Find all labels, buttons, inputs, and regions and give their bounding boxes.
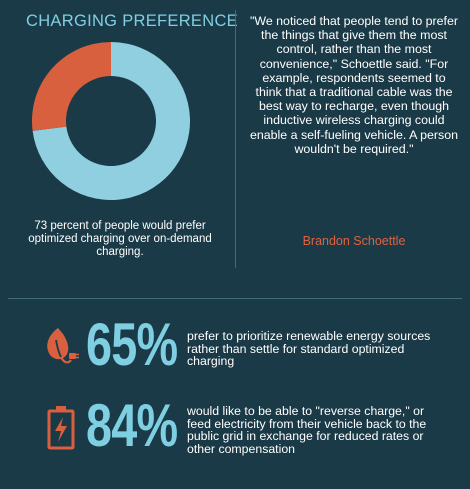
horizontal-divider xyxy=(8,298,462,299)
donut-chart xyxy=(32,42,190,200)
battery-bolt-icon xyxy=(47,406,75,450)
quote-author: Brandon Schoettle xyxy=(302,234,406,248)
chart-caption: 73 percent of people would prefer optimi… xyxy=(28,220,212,258)
donut-slice-optimized-charging xyxy=(32,42,190,200)
vertical-divider xyxy=(235,10,236,268)
leaf-plug-icon xyxy=(47,328,79,364)
stat-percent: 84% xyxy=(86,392,178,459)
stat-description: would like to be able to "reverse charge… xyxy=(187,404,427,456)
quote-text: "We noticed that people tend to prefer t… xyxy=(249,14,459,156)
stat-percent: 65% xyxy=(86,311,178,378)
stat-description: prefer to prioritize renewable energy so… xyxy=(187,329,431,369)
donut-slice-on-demand-charging xyxy=(32,42,111,131)
chart-title: CHARGING PREFERENCE xyxy=(26,12,238,30)
